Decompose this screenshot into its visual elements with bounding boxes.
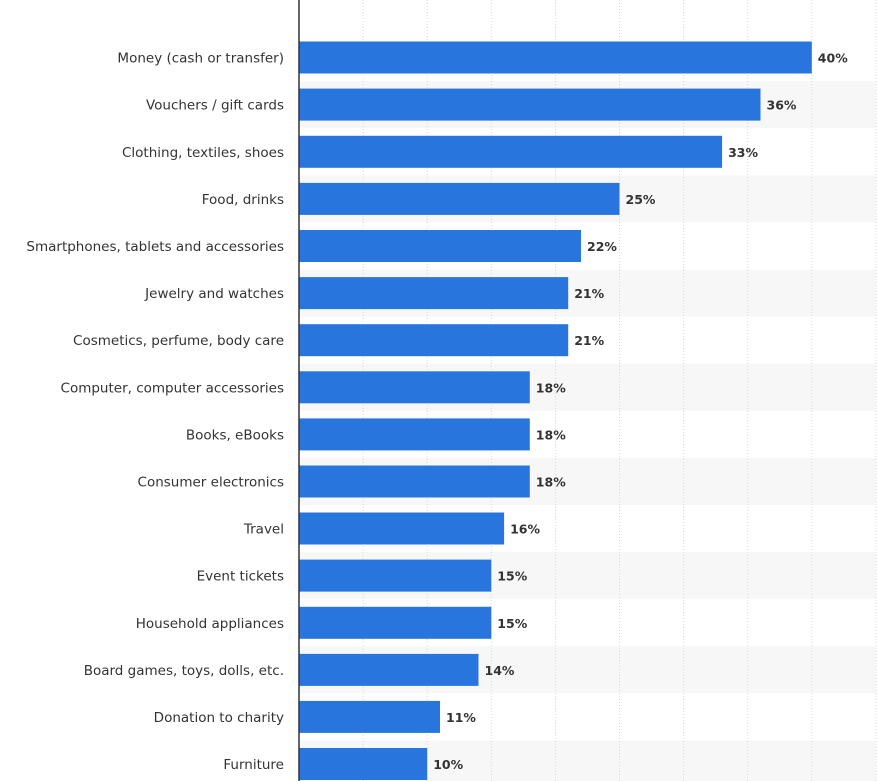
bars: [299, 41, 812, 780]
category-label: Smartphones, tablets and accessories: [26, 239, 284, 255]
category-label: Food, drinks: [202, 192, 284, 208]
bar: [299, 41, 812, 74]
category-label: Donation to charity: [154, 710, 284, 726]
value-label: 25%: [626, 192, 656, 207]
value-label: 40%: [818, 51, 848, 66]
category-label: Travel: [243, 522, 284, 538]
category-label: Money (cash or transfer): [117, 51, 284, 67]
bar: [299, 748, 428, 780]
bar: [299, 418, 530, 451]
category-label: Clothing, textiles, shoes: [122, 145, 284, 161]
bar: [299, 559, 492, 592]
bar: [299, 371, 530, 404]
bar: [299, 465, 530, 498]
bar: [299, 512, 505, 545]
category-labels: Money (cash or transfer) Vouchers / gift …: [26, 51, 284, 774]
category-label: Jewelry and watches: [144, 286, 284, 302]
value-label: 14%: [485, 663, 515, 678]
bar: [299, 182, 620, 215]
value-label: 36%: [767, 98, 797, 113]
category-label: Books, eBooks: [186, 427, 284, 443]
category-label: Cosmetics, perfume, body care: [73, 333, 284, 349]
value-label: 18%: [536, 475, 566, 490]
value-label: 18%: [536, 380, 566, 395]
category-label: Furniture: [223, 757, 284, 773]
value-label: 21%: [574, 333, 604, 348]
bar: [299, 88, 761, 121]
bar: [299, 135, 723, 168]
bar: [299, 324, 569, 357]
bar: [299, 230, 581, 262]
category-label: Computer, computer accessories: [61, 380, 284, 396]
value-label: 15%: [497, 616, 527, 631]
category-label: Board games, toys, dolls, etc.: [84, 663, 284, 679]
value-label: 22%: [587, 239, 617, 254]
category-label: Consumer electronics: [138, 475, 284, 491]
bar: [299, 700, 440, 733]
category-label: Event tickets: [197, 569, 284, 585]
bar: [299, 606, 492, 639]
value-label: 15%: [497, 569, 527, 584]
value-label: 10%: [433, 757, 463, 772]
value-label: 18%: [536, 427, 566, 442]
value-labels: 40% 36% 33% 25% 22% 21% 21% 18% 18% 18% 16% 15% 15% 1…: [433, 51, 848, 773]
bar: [299, 653, 479, 686]
value-label: 16%: [510, 522, 540, 537]
value-label: 21%: [574, 286, 604, 301]
category-label: Vouchers / gift cards: [146, 98, 284, 114]
value-label: 33%: [728, 145, 758, 160]
category-label: Household appliances: [136, 616, 284, 632]
bar: [299, 277, 569, 310]
value-label: 11%: [446, 710, 476, 725]
